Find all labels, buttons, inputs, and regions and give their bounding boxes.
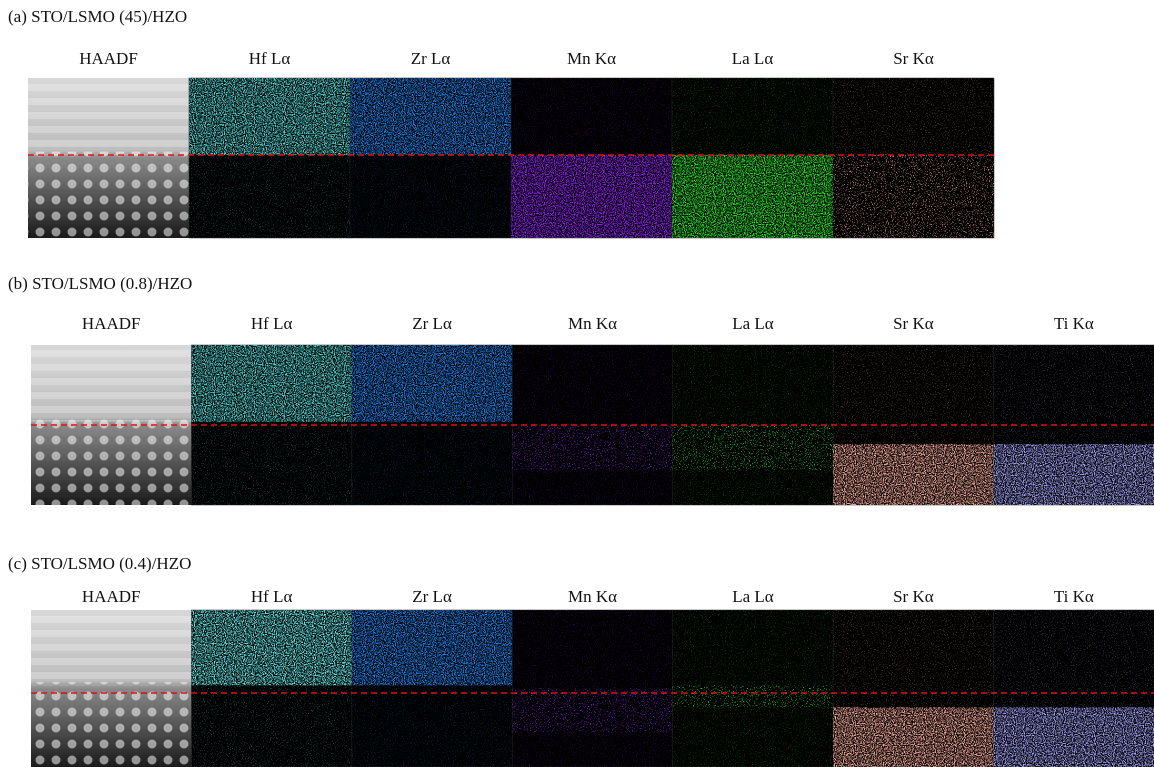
map-trace xyxy=(833,78,994,238)
map-label: Ti Kα xyxy=(1054,587,1094,606)
map-label: Zr Lα xyxy=(412,314,452,333)
panel-title: (b) STO/LSMO (0.8)/HZO xyxy=(8,274,192,293)
map-label: HAADF xyxy=(82,314,141,333)
haadf-image xyxy=(28,78,189,238)
map-label: Hf Lα xyxy=(249,49,291,68)
map-label: Mn Kα xyxy=(567,49,616,68)
map-trace xyxy=(833,610,993,767)
eds-map xyxy=(833,78,994,238)
panel-title: (a) STO/LSMO (45)/HZO xyxy=(8,7,187,26)
map-label: HAADF xyxy=(79,49,138,68)
map-label: Zr Lα xyxy=(412,587,452,606)
map-label: Hf Lα xyxy=(251,587,293,606)
eds-map xyxy=(512,610,672,767)
map-label: Mn Kα xyxy=(568,314,617,333)
haadf-stripes xyxy=(28,78,189,155)
map-label: Sr Kα xyxy=(893,49,934,68)
map-label: La Lα xyxy=(732,314,774,333)
map-trace xyxy=(672,78,833,238)
map-label: Mn Kα xyxy=(568,587,617,606)
map-trace xyxy=(350,78,511,238)
eds-map xyxy=(189,78,350,238)
panel-title: (c) STO/LSMO (0.4)/HZO xyxy=(8,554,191,573)
eds-map xyxy=(350,78,511,238)
map-trace xyxy=(352,610,512,767)
map-label: HAADF xyxy=(82,587,141,606)
map-label: Sr Kα xyxy=(893,314,934,333)
eds-map xyxy=(511,78,672,238)
eds-map xyxy=(352,610,512,767)
map-trace xyxy=(512,610,672,767)
map-trace xyxy=(673,610,833,767)
map-label: Ti Kα xyxy=(1054,314,1094,333)
eds-map xyxy=(673,610,833,767)
haadf-columns xyxy=(28,152,189,238)
map-label: La Lα xyxy=(732,49,774,68)
eds-map xyxy=(191,610,351,767)
eds-map xyxy=(833,610,993,767)
eds-map xyxy=(994,610,1154,767)
figure: (a) STO/LSMO (45)/HZO HAADF Hf Lα Zr Lα Mn K… xyxy=(0,0,1154,767)
map-trace xyxy=(511,78,672,238)
haadf-stripes xyxy=(31,610,191,685)
map-label: Zr Lα xyxy=(411,49,451,68)
map-trace xyxy=(994,610,1154,767)
haadf-stripes xyxy=(31,345,191,422)
eds-map xyxy=(672,78,833,238)
map-trace xyxy=(191,610,351,767)
haadf-image xyxy=(31,610,191,767)
map-label: La Lα xyxy=(732,587,774,606)
map-label: Sr Kα xyxy=(893,587,934,606)
map-trace xyxy=(189,78,350,238)
haadf-columns xyxy=(31,419,191,505)
haadf-columns xyxy=(31,682,191,767)
map-label: Hf Lα xyxy=(251,314,293,333)
